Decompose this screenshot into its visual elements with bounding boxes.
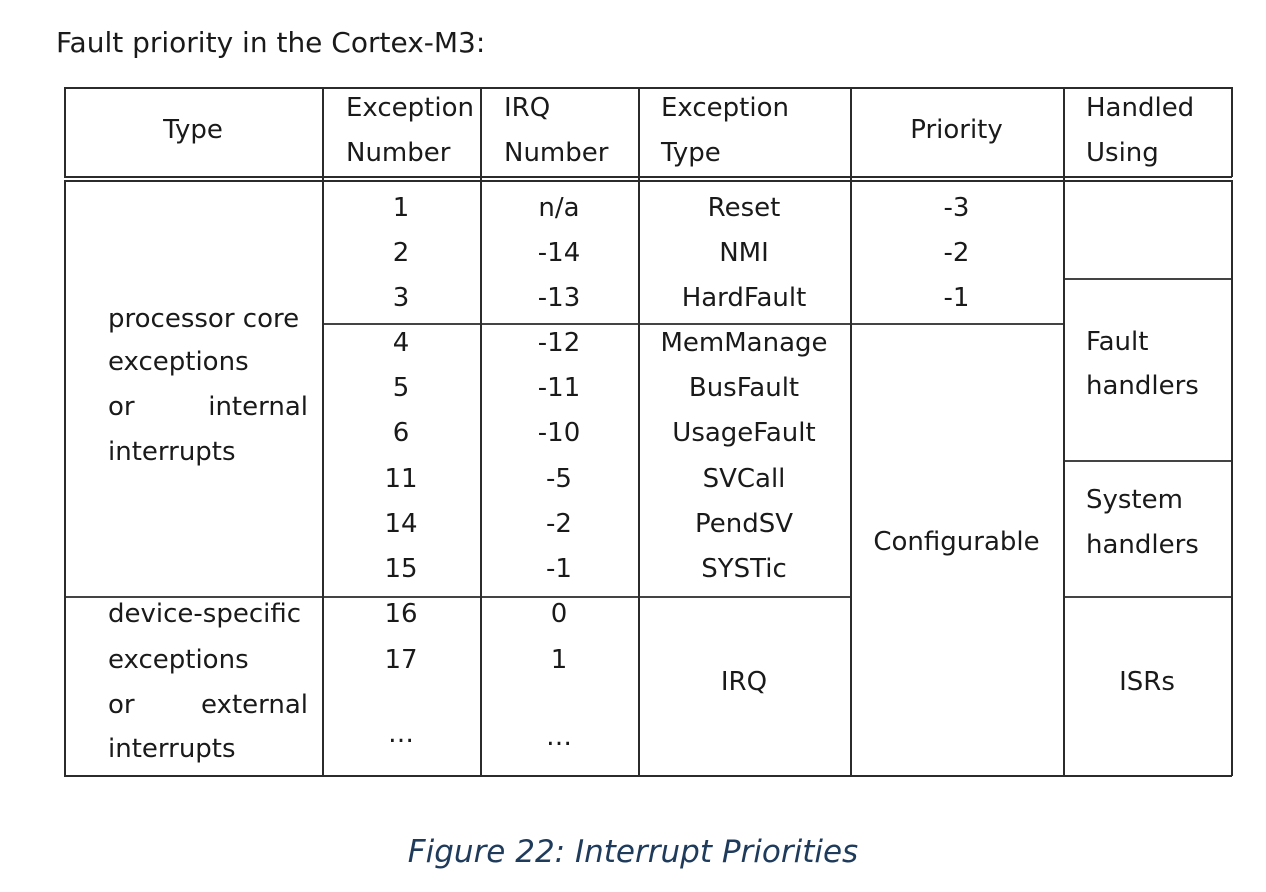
irq-number-cell: -13	[537, 283, 581, 313]
header-rule-1	[64, 176, 1232, 178]
exception-number-cell: 16	[384, 599, 418, 629]
header-exception-number-1: Exception	[346, 93, 474, 123]
exception-number-cell: 2	[392, 238, 410, 268]
exception-type-cell: IRQ	[720, 667, 768, 697]
exception-number-cell: 3	[392, 283, 410, 313]
vline-2	[480, 87, 482, 776]
irq-number-cell: -5	[546, 464, 572, 494]
header-priority: Priority	[910, 115, 1003, 145]
page-heading: Fault priority in the Cortex-M3:	[56, 26, 486, 59]
exception-type-cell: Reset	[707, 193, 781, 223]
priority-divider	[850, 323, 1063, 325]
irq-number-cell: -1	[546, 554, 572, 584]
exception-type-cell: HardFault	[681, 283, 807, 313]
irq-number-cell: -10	[537, 418, 581, 448]
exception-number-ellipsis: …	[388, 719, 414, 749]
handled-divider-3	[1063, 596, 1232, 598]
exception-type-cell: BusFault	[688, 373, 800, 403]
header-exception-type-2: Type	[661, 138, 721, 168]
priority-cell: -2	[943, 238, 970, 268]
irq-number-cell: -11	[537, 373, 581, 403]
header-rule-2	[64, 180, 1232, 182]
priority-cell: -1	[943, 283, 970, 313]
header-type: Type	[163, 115, 223, 145]
irq-number-cell: n/a	[538, 193, 580, 223]
handled-divider-2	[1063, 460, 1232, 462]
handled-isrs: ISRs	[1119, 667, 1175, 697]
row-divider-core	[322, 323, 850, 325]
group-core-line-2: exceptions	[108, 347, 249, 377]
handled-system-line-2: handlers	[1086, 530, 1199, 560]
exception-number-cell: 15	[384, 554, 418, 584]
vline-4	[850, 87, 852, 776]
vline-right-body	[1231, 180, 1233, 776]
header-handled-using-2: Using	[1086, 138, 1159, 168]
vline-3	[638, 87, 640, 776]
group-device-line-2: exceptions	[108, 645, 249, 675]
irq-number-cell: -12	[537, 328, 581, 358]
exception-type-cell: SVCall	[702, 464, 786, 494]
group-device-line-3: or external	[108, 690, 308, 720]
handled-system-line-1: System	[1086, 485, 1183, 515]
vline-5	[1063, 87, 1065, 776]
exception-type-cell: SYSTic	[701, 554, 787, 584]
exception-type-cell: NMI	[719, 238, 769, 268]
exception-number-cell: 1	[392, 193, 410, 223]
irq-number-cell: -2	[546, 509, 572, 539]
irq-number-cell: 1	[550, 645, 568, 675]
exception-number-cell: 4	[392, 328, 410, 358]
group-core-line-4: interrupts	[108, 437, 236, 467]
group-divider	[64, 596, 850, 598]
figure-caption: Figure 22: Interrupt Priorities	[407, 834, 859, 870]
group-device-line-1: device-specific	[108, 599, 302, 629]
header-irq-number-2: Number	[504, 138, 609, 168]
exception-number-cell: 14	[384, 509, 418, 539]
irq-number-cell: -14	[537, 238, 581, 268]
table-top-border	[64, 87, 1232, 89]
vline-1	[322, 87, 324, 776]
exception-number-cell: 6	[392, 418, 410, 448]
header-exception-number-2: Number	[346, 138, 451, 168]
priority-configurable: Configurable	[873, 527, 1040, 557]
vline-right-head	[1231, 87, 1233, 177]
handled-fault-line-2: handlers	[1086, 371, 1199, 401]
priority-cell: -3	[943, 193, 970, 223]
exception-type-cell: PendSV	[694, 509, 794, 539]
exception-number-cell: 11	[384, 464, 418, 494]
handled-divider-1	[1063, 278, 1232, 280]
exception-number-cell: 5	[392, 373, 410, 403]
table-bottom-border	[64, 775, 1232, 777]
exception-type-cell: UsageFault	[672, 418, 816, 448]
header-exception-type-1: Exception	[661, 93, 789, 123]
irq-number-ellipsis: …	[546, 722, 572, 752]
exception-number-cell: 17	[384, 645, 418, 675]
header-handled-using-1: Handled	[1086, 93, 1195, 123]
group-device-line-4: interrupts	[108, 734, 236, 764]
handled-fault-line-1: Fault	[1086, 327, 1149, 357]
vline-left-body	[64, 180, 66, 776]
exception-type-cell: MemManage	[660, 328, 828, 358]
irq-number-cell: 0	[550, 599, 568, 629]
group-core-line-3: or internal	[108, 392, 308, 422]
group-core-line-1: processor core	[108, 304, 300, 334]
vline-left-head	[64, 87, 66, 177]
header-irq-number-1: IRQ	[504, 93, 551, 123]
